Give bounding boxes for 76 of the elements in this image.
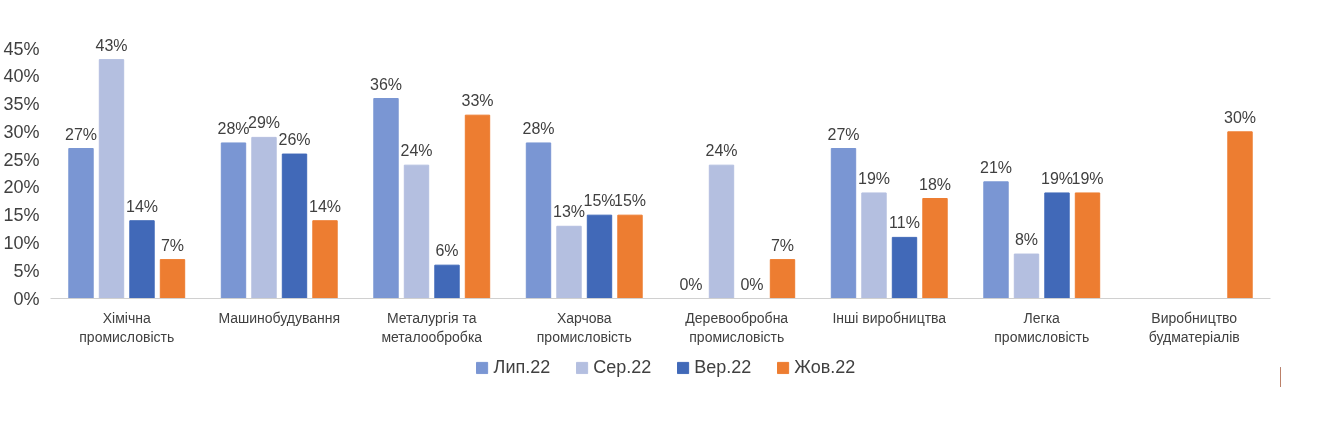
- x-tick-label: Легка промисловість: [994, 309, 1090, 345]
- text: 26%: [278, 131, 311, 149]
- text: 6%: [435, 242, 459, 260]
- bar: [68, 148, 94, 299]
- bar: [129, 220, 155, 299]
- bar: [525, 142, 552, 299]
- y-tick-label: 5%: [13, 260, 40, 281]
- bar: [159, 259, 186, 299]
- x-tick-label: Виробництво будматеріалів: [1148, 309, 1240, 345]
- text: 18%: [918, 175, 952, 193]
- text: 24%: [400, 142, 433, 160]
- text: 14%: [308, 197, 342, 215]
- x-tick-label: Машинобудування: [218, 309, 341, 326]
- bar: [281, 153, 308, 299]
- bar: [769, 259, 796, 299]
- text: 21%: [979, 158, 1013, 176]
- bar: [403, 164, 430, 299]
- bar: [312, 220, 338, 299]
- bar: [1074, 192, 1101, 299]
- bar: [586, 214, 613, 299]
- legend-label: Сер.22: [593, 356, 652, 378]
- bar: [830, 148, 857, 299]
- text: 14%: [125, 197, 159, 215]
- text: 19%: [857, 169, 891, 187]
- bar: [922, 198, 948, 299]
- bar: [373, 98, 399, 299]
- text: 15%: [583, 192, 616, 210]
- text: 27%: [64, 125, 98, 143]
- y-tick-label: 25%: [3, 149, 40, 170]
- y-tick-label: 15%: [3, 205, 40, 226]
- bar: [708, 164, 735, 299]
- legend-label: Вер.22: [694, 356, 752, 378]
- text: 0%: [740, 275, 764, 293]
- text: 0%: [679, 275, 703, 293]
- text: 28%: [522, 119, 555, 137]
- text: 27%: [827, 125, 860, 143]
- x-tick-label: Хімічна промисловість: [79, 309, 175, 345]
- bar: [98, 59, 125, 299]
- bar: [617, 214, 643, 299]
- text: 36%: [369, 75, 403, 93]
- y-tick-label: 35%: [3, 94, 40, 115]
- y-tick-label: 20%: [3, 177, 40, 198]
- x-tick-label: Металургія та металообробка: [381, 309, 483, 345]
- y-tick-label: 40%: [3, 66, 40, 87]
- bar: [556, 225, 582, 299]
- text: 8%: [1014, 231, 1039, 249]
- text: 19%: [1071, 169, 1104, 187]
- legend-label: Лип.22: [493, 356, 551, 378]
- text: 28%: [217, 119, 250, 137]
- bar: [983, 181, 1009, 299]
- text: 43%: [95, 36, 128, 54]
- bar: [861, 192, 887, 299]
- y-tick-label: 30%: [3, 121, 40, 142]
- bar: [1044, 192, 1070, 299]
- text: 30%: [1223, 108, 1257, 126]
- text: 11%: [889, 214, 920, 232]
- x-tick-label: Інші виробництва: [832, 309, 947, 326]
- bar: [891, 236, 918, 299]
- x-tick-label: Деревообробна промисловість: [685, 309, 789, 345]
- text: 7%: [160, 236, 185, 254]
- text: 13%: [552, 203, 586, 221]
- bar: [464, 114, 491, 299]
- text: 24%: [705, 142, 738, 160]
- y-tick-label: 10%: [3, 232, 40, 253]
- text: 7%: [770, 236, 795, 254]
- bar: [220, 142, 247, 299]
- x-tick-label: Харчова промисловість: [536, 309, 632, 345]
- bar: [1227, 131, 1253, 299]
- bar: [251, 136, 277, 299]
- legend-label: Жов.22: [794, 356, 856, 378]
- y-tick-label: 45%: [3, 38, 40, 59]
- text: 33%: [461, 92, 494, 110]
- bar: [434, 264, 460, 299]
- y-tick-label: 0%: [13, 288, 40, 309]
- text: 19%: [1040, 169, 1074, 187]
- bar: [1013, 253, 1040, 299]
